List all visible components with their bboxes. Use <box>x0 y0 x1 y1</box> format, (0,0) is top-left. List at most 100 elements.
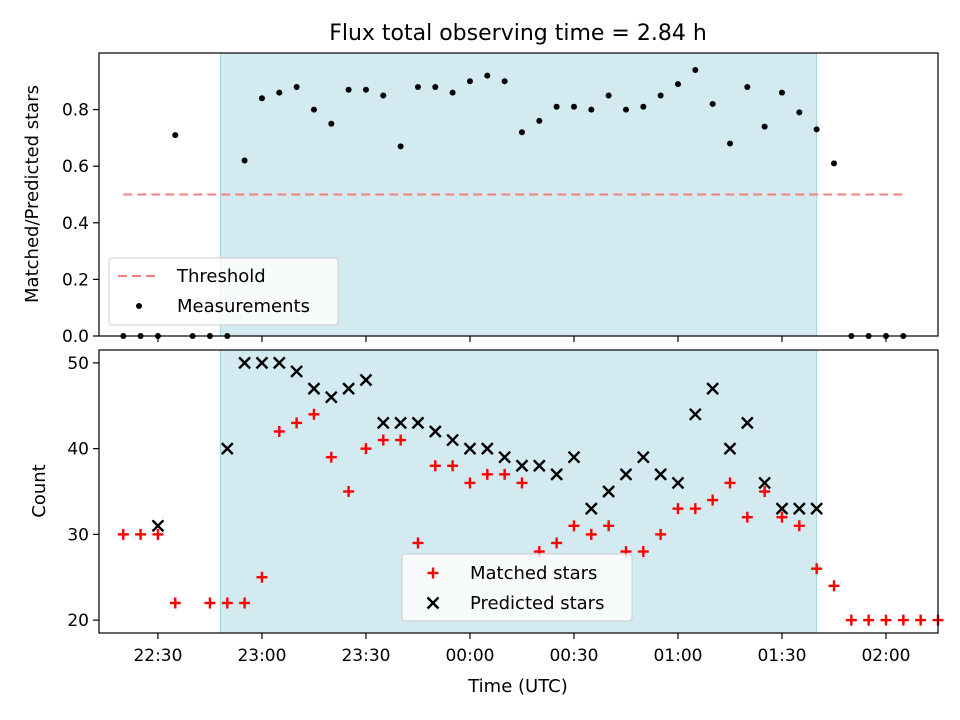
matched-star-marker <box>863 614 875 626</box>
predicted-stars-points <box>151 356 824 533</box>
y-tick-label: 0.0 <box>62 327 89 347</box>
matched-star-marker <box>343 486 355 497</box>
measurement-point <box>380 92 387 99</box>
matched-star-marker <box>568 520 580 532</box>
measurement-point <box>466 78 473 85</box>
legend-matched-label: Matched stars <box>470 563 597 584</box>
predicted-star-marker <box>307 382 321 395</box>
measurement-point <box>449 89 456 96</box>
matched-star-marker <box>239 597 251 609</box>
measurement-point <box>276 89 283 96</box>
matched-star-marker <box>793 520 805 532</box>
measurement-point <box>640 103 647 110</box>
chart-title: Flux total observing time = 2.84 h <box>329 21 707 46</box>
measurement-point <box>622 106 629 113</box>
matched-star-marker <box>828 580 840 592</box>
y-tick-label: 0.6 <box>62 157 89 177</box>
measurement-point <box>796 109 803 116</box>
bottom-shaded-interval <box>219 349 818 634</box>
legend-predicted-swatch <box>426 596 440 610</box>
predicted-star-marker <box>220 442 234 455</box>
matched-star-marker <box>811 563 823 575</box>
matched-star-marker <box>776 511 788 523</box>
top-axes-frame <box>98 52 939 337</box>
predicted-star-marker <box>567 450 581 464</box>
x-tick-label: 01:00 <box>653 646 702 666</box>
matched-star-marker <box>880 614 892 626</box>
matched-star-marker <box>308 408 320 420</box>
predicted-star-marker <box>290 365 303 378</box>
measurement-point <box>345 86 352 93</box>
predicted-star-marker <box>532 459 546 473</box>
predicted-star-marker <box>758 476 772 490</box>
matched-star-marker <box>481 468 493 480</box>
y-tick-label: 0.2 <box>62 270 89 290</box>
bottom-axes-frame <box>98 349 939 634</box>
matched-star-marker <box>897 614 909 626</box>
matched-star-marker <box>915 614 927 626</box>
predicted-star-marker <box>810 502 824 516</box>
matched-star-marker <box>256 571 268 583</box>
predicted-star-marker <box>775 502 789 516</box>
y-tick-label: 20 <box>67 611 89 631</box>
bottom-y-ticks: 20 30 40 50 <box>67 354 99 631</box>
predicted-star-marker <box>498 450 511 464</box>
predicted-star-marker <box>688 407 702 421</box>
predicted-star-marker <box>272 356 286 370</box>
matched-star-marker <box>429 460 441 472</box>
measurement-point <box>258 95 265 102</box>
measurement-point <box>536 117 543 124</box>
predicted-star-marker <box>446 433 459 447</box>
legend-threshold-label: Threshold <box>176 266 266 287</box>
matched-star-marker <box>464 477 476 489</box>
measurement-point <box>362 86 369 93</box>
matched-star-marker <box>395 434 407 446</box>
predicted-star-marker <box>671 476 685 490</box>
y-tick-label: 40 <box>67 440 89 460</box>
x-tick-label: 00:30 <box>549 646 598 666</box>
measurement-point <box>726 140 733 147</box>
y-tick-label: 30 <box>67 525 89 545</box>
predicted-star-marker <box>706 382 719 395</box>
matched-star-marker <box>603 520 615 532</box>
measurement-point <box>588 106 595 113</box>
measurement-point <box>778 89 785 96</box>
top-x-ticks <box>157 336 887 342</box>
matched-star-marker <box>741 511 753 523</box>
predicted-star-marker <box>480 442 494 455</box>
predicted-star-marker <box>376 416 390 430</box>
matched-star-marker <box>152 528 164 540</box>
legend-measurements-label: Measurements <box>177 296 310 317</box>
x-tick-label: 02:00 <box>861 646 910 666</box>
predicted-star-marker <box>740 416 754 430</box>
y-tick-label: 0.8 <box>62 101 89 121</box>
predicted-star-marker <box>654 467 667 481</box>
bottom-x-ticks: 22:30 23:00 23:30 00:00 00:30 01:00 01:30 02:00 <box>133 633 910 666</box>
predicted-star-marker <box>584 502 598 516</box>
x-tick-label: 01:30 <box>757 646 806 666</box>
matched-star-marker <box>672 503 684 515</box>
predicted-star-marker <box>428 425 442 438</box>
x-axis-label: Time (UTC) <box>467 676 568 697</box>
measurement-point <box>414 83 421 90</box>
measurement-point <box>518 129 525 136</box>
measurement-point <box>553 103 560 110</box>
matched-star-marker <box>585 528 597 540</box>
measurement-point <box>172 132 179 139</box>
matched-star-marker <box>273 425 285 437</box>
x-tick-label: 22:30 <box>133 646 182 666</box>
legend-box <box>401 553 633 622</box>
matched-star-marker <box>377 434 389 446</box>
y-tick-label: 0.4 <box>62 214 89 234</box>
measurement-point <box>674 81 681 88</box>
matched-star-marker <box>221 597 233 609</box>
x-tick-label: 23:30 <box>341 646 390 666</box>
top-panel: 0.00.20.40.60.8 Matched/Predicted stars … <box>22 52 939 347</box>
matched-star-marker <box>412 537 424 549</box>
matched-star-marker <box>360 443 372 455</box>
measurement-point <box>328 120 335 127</box>
x-tick-label: 23:00 <box>237 646 286 666</box>
predicted-star-marker <box>602 485 615 498</box>
measurement-point <box>501 78 508 85</box>
